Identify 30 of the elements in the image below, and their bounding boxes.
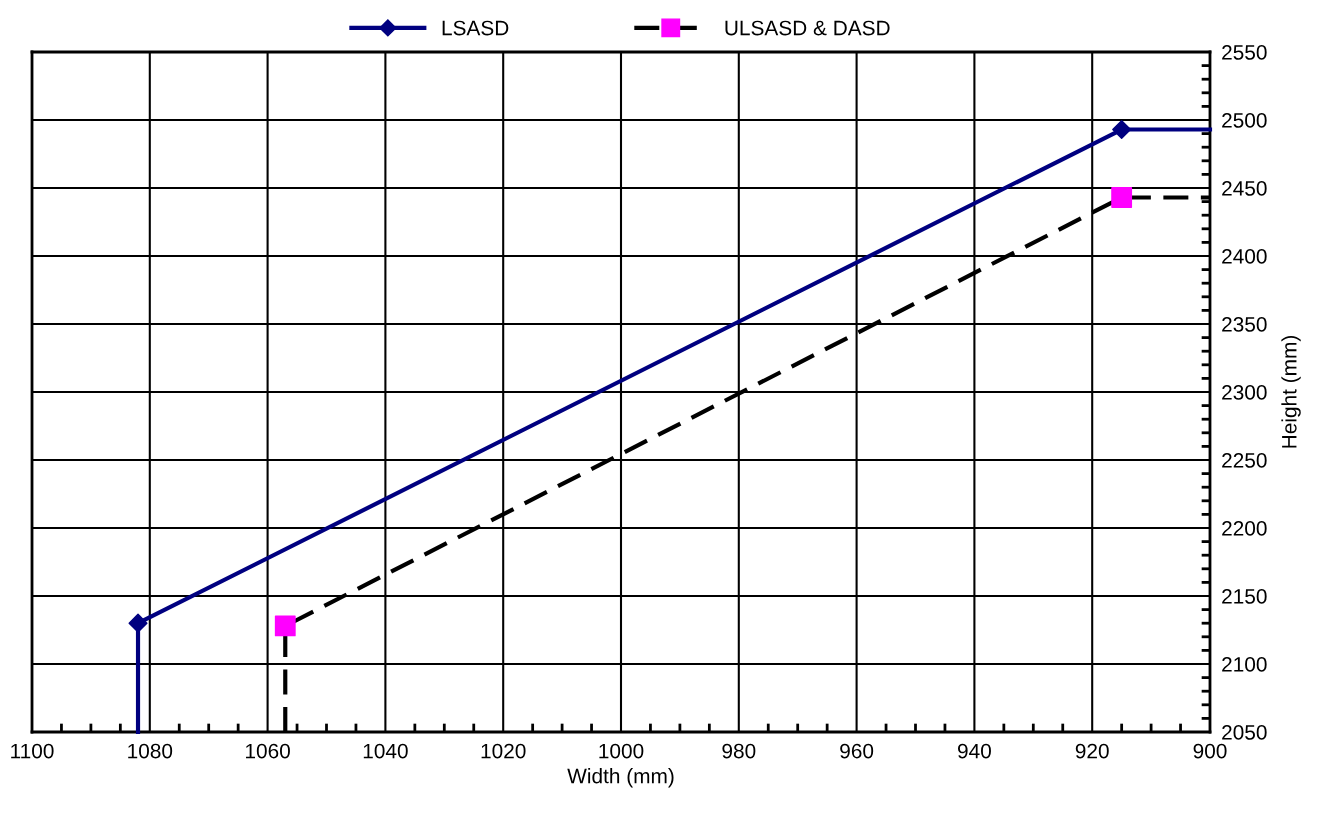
x-tick-label: 1100 (11, 743, 54, 759)
y-tick-label: 2350 (1222, 317, 1267, 332)
y-tick-label: 2550 (1222, 45, 1267, 60)
y-tick-label: 2200 (1222, 521, 1267, 536)
legend-label: ULSASD & DASD (725, 20, 890, 36)
y-tick-label: 2450 (1222, 181, 1267, 196)
x-tick-label: 960 (840, 743, 874, 759)
x-tick-label: 940 (958, 743, 991, 759)
point (274, 615, 296, 637)
x-tick-label: 900 (1193, 743, 1227, 759)
x-tick-label: 1000 (599, 743, 644, 759)
x-tick-label: 920 (1075, 743, 1109, 759)
point (128, 613, 148, 633)
x-axis-title: Width (mm) (567, 768, 674, 788)
x-tick-label: 1080 (128, 743, 173, 759)
x-tick-label: 1060 (246, 743, 290, 759)
y-tick-label: 2100 (1222, 657, 1267, 672)
point (1112, 119, 1132, 140)
y-tick-label: 2150 (1222, 589, 1267, 604)
y-tick-label: 2300 (1222, 385, 1267, 400)
y-tick-label: 2500 (1222, 113, 1267, 128)
x-tick-label: 1040 (363, 743, 408, 759)
legend-label: LSASD (442, 20, 509, 36)
x-tick-label: 1020 (481, 743, 526, 759)
x-tick-label: 980 (722, 743, 756, 759)
point (1111, 187, 1133, 208)
y-tick-label: 2250 (1222, 453, 1267, 468)
y-tick-label: 2050 (1222, 725, 1267, 740)
y-axis-title: Height (mm) (1281, 335, 1301, 448)
y-tick-label: 2400 (1222, 249, 1267, 264)
